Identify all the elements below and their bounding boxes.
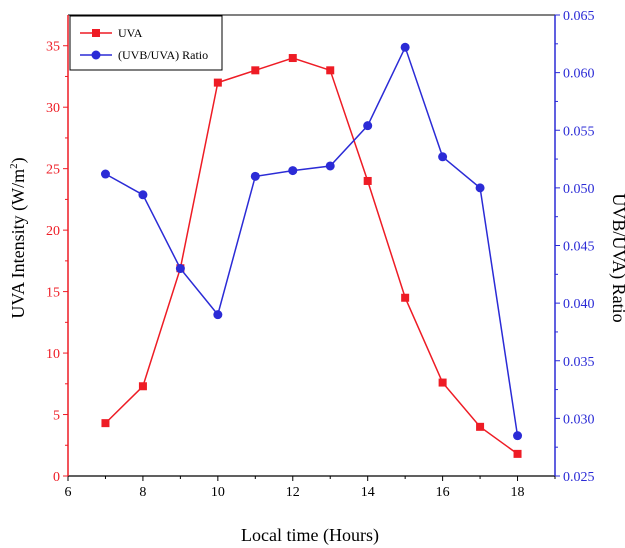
- y-tick-label: 15: [46, 286, 60, 301]
- legend-uva-label: UVA: [118, 26, 143, 40]
- y-tick-label: 25: [46, 163, 60, 178]
- axes-layer: 6 8 10 12 14 16 18 0 5 10 15 20 25 30 35 0.025 0.030 0.03…: [46, 9, 595, 500]
- uva-point: [363, 176, 372, 185]
- uva-point: [476, 422, 485, 431]
- uva-point: [326, 66, 335, 75]
- x-tick-label: 6: [65, 485, 72, 500]
- ratio-point: [175, 264, 185, 274]
- ratio-point: [250, 171, 260, 181]
- ratio-point: [438, 152, 448, 162]
- y-tick-label: 10: [46, 347, 60, 362]
- y2-tick-label: 0.055: [563, 124, 595, 139]
- y2-tick-label: 0.050: [563, 182, 595, 197]
- x-tick-label: 18: [511, 485, 525, 500]
- ratio-point: [100, 169, 110, 179]
- ratio-point: [363, 121, 373, 131]
- uva-series-line: [104, 57, 518, 455]
- y2-axis-title: UVB/UVA) Ratio: [608, 193, 625, 322]
- y-tick-label: 0: [53, 470, 60, 485]
- y2-tick-label: 0.040: [563, 297, 595, 312]
- y-axis-title: UVA Intensity (W/m2): [8, 157, 29, 318]
- y2-tick-label: 0.025: [563, 470, 595, 485]
- ratio-point: [475, 183, 485, 193]
- y2-tick-label: 0.065: [563, 9, 595, 24]
- ratio-point: [138, 190, 148, 200]
- y-axis-title-superscript: 2: [8, 163, 20, 169]
- uva-point: [401, 293, 410, 302]
- ratio-point: [400, 42, 410, 52]
- x-tick-label: 16: [436, 485, 450, 500]
- ratio-point: [513, 431, 523, 441]
- series-layer: [100, 42, 523, 458]
- legend: UVA (UVB/UVA) Ratio: [69, 15, 223, 71]
- uva-point: [288, 54, 297, 63]
- uva-point: [438, 378, 447, 387]
- y-axis-title-main: UVA Intensity (W/m: [8, 169, 29, 319]
- ratio-series-line: [105, 45, 519, 436]
- legend-box: [69, 15, 223, 71]
- ratio-point: [325, 161, 335, 171]
- y-tick-label: 20: [46, 224, 60, 239]
- uva-point: [101, 419, 110, 428]
- y2-tick-label: 0.035: [563, 355, 595, 370]
- x-tick-label: 8: [139, 485, 146, 500]
- x-tick-label: 12: [286, 485, 300, 500]
- y-tick-label: 5: [53, 409, 60, 424]
- x-axis-title: Local time (Hours): [241, 525, 379, 546]
- x-tick-label: 14: [361, 485, 375, 500]
- legend-ratio-label: (UVB/UVA) Ratio: [118, 48, 208, 62]
- y-axis-title-end: ): [8, 157, 29, 163]
- ratio-point: [288, 166, 298, 176]
- uva-point: [251, 66, 260, 75]
- ratio-point: [213, 310, 223, 320]
- legend-ratio-marker: [91, 50, 101, 60]
- legend-uva-marker: [92, 29, 100, 37]
- uva-point: [213, 78, 222, 87]
- y-tick-label: 35: [46, 40, 60, 55]
- uva-point: [513, 449, 522, 458]
- uva-point: [138, 382, 147, 391]
- y2-tick-label: 0.030: [563, 412, 595, 427]
- y-tick-label: 30: [46, 101, 60, 116]
- y2-tick-label: 0.045: [563, 240, 595, 255]
- x-tick-label: 10: [211, 485, 225, 500]
- y2-tick-label: 0.060: [563, 67, 595, 82]
